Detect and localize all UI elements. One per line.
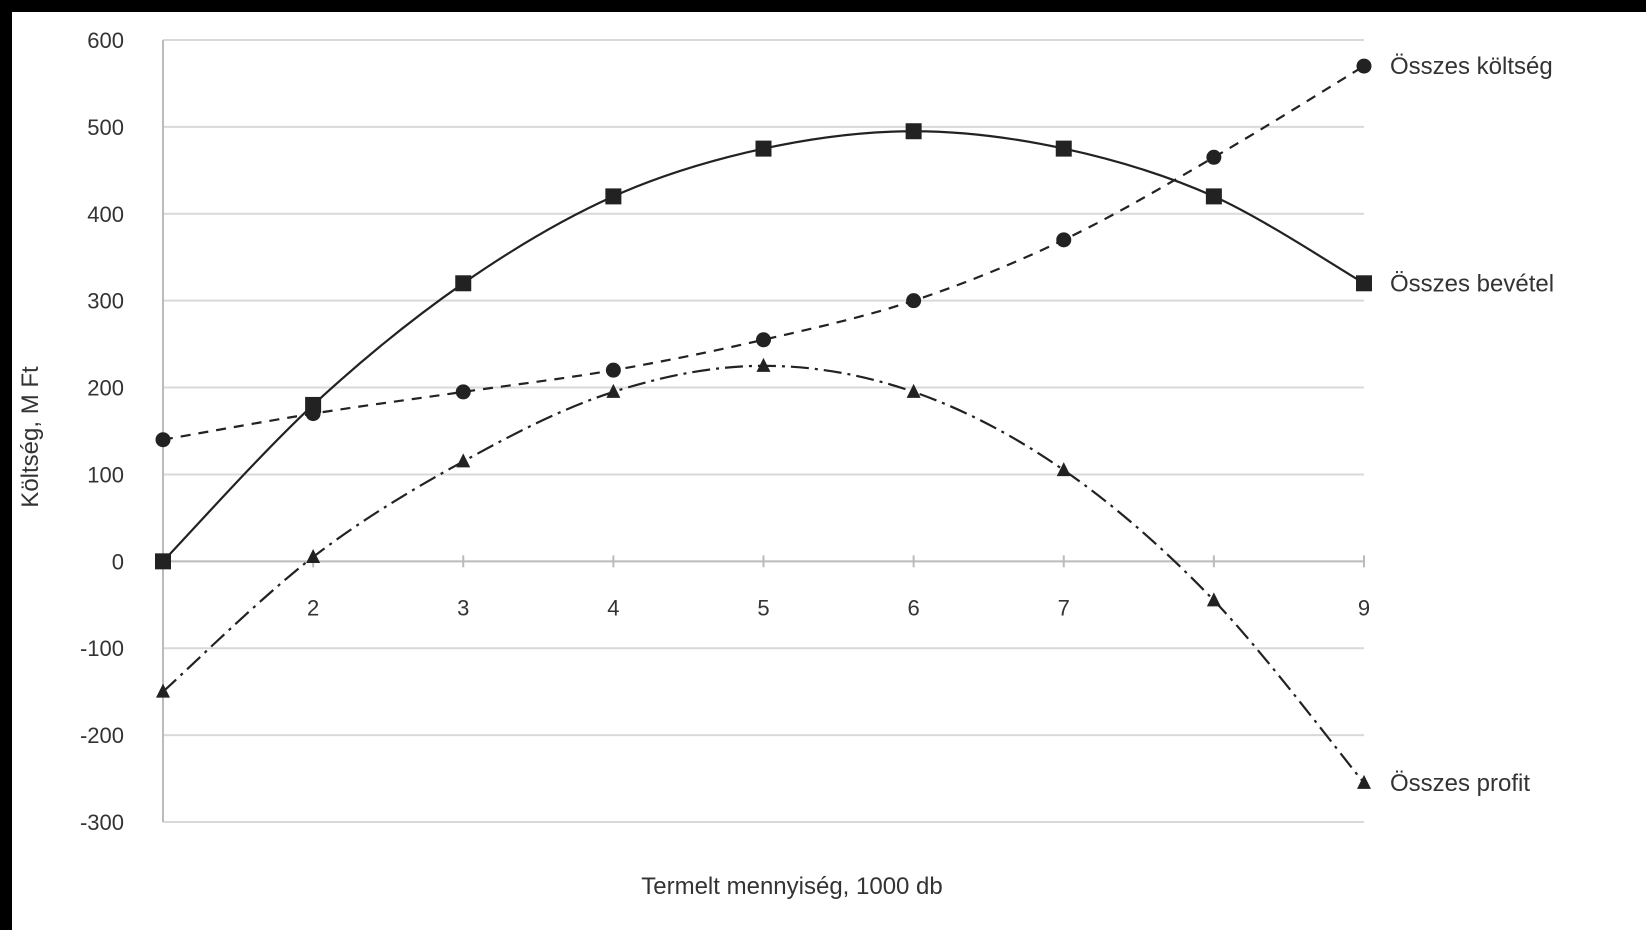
data-point-circle [1056, 232, 1072, 248]
y-tick-label: 0 [112, 549, 124, 574]
series-line [162, 364, 1365, 784]
data-point-circle [155, 432, 171, 448]
line-chart: 600 500 400 300 200 100 0 -100 -200 -300 2 3 4 5 6 7 9 Ö… [17, 28, 1554, 900]
data-point-circle [1206, 149, 1222, 165]
y-tick-label: -200 [80, 723, 124, 748]
data-point-square [1205, 188, 1222, 205]
y-axis-title: Költség, M Ft [17, 366, 44, 508]
x-axis-title: Termelt mennyiség, 1000 db [641, 873, 943, 900]
data-point-circle [455, 384, 471, 400]
data-point-square [755, 140, 772, 157]
series-label: Összes profit [1390, 770, 1530, 797]
data-point-square [905, 123, 922, 140]
x-tick-label: 9 [1358, 595, 1370, 620]
y-tick-label: -100 [80, 636, 124, 661]
x-tick-label: 3 [457, 595, 469, 620]
gridlines [163, 39, 1364, 823]
data-point-triangle [1056, 462, 1071, 477]
axes [162, 40, 1365, 822]
data-point-triangle [456, 453, 471, 468]
x-tick-label: 6 [908, 595, 920, 620]
series-2: Összes bevétel [155, 123, 1554, 570]
chart-frame: 600 500 400 300 200 100 0 -100 -200 -300 2 3 4 5 6 7 9 Ö… [12, 12, 1646, 930]
data-point-circle [906, 293, 922, 309]
data-point-circle [1356, 58, 1372, 74]
y-tick-label: 300 [87, 289, 124, 314]
series-3: Összes profit [156, 357, 1530, 797]
x-tick-label: 2 [307, 595, 319, 620]
data-point-triangle [306, 548, 321, 563]
data-point-square [455, 275, 472, 292]
data-point-square [305, 396, 322, 413]
y-tick-label: -300 [80, 810, 124, 835]
x-tick-label: 5 [757, 595, 769, 620]
x-tick-label: 4 [607, 595, 619, 620]
data-point-triangle [1206, 592, 1221, 607]
data-point-square [1055, 140, 1072, 157]
data-point-square [155, 553, 171, 570]
series-label: Összes bevétel [1390, 270, 1554, 297]
data-point-circle [605, 362, 621, 378]
data-point-square [1356, 275, 1372, 292]
x-tick-label: 7 [1058, 595, 1070, 620]
tick-labels: 600 500 400 300 200 100 0 -100 -200 -300 2 3 4 5 6 7 9 [80, 28, 1370, 835]
series-1: Összes költség [155, 53, 1553, 448]
y-tick-label: 400 [87, 202, 124, 227]
series-group: Összes költség Összes bevétel Összes profi… [155, 53, 1554, 797]
data-point-triangle [156, 683, 170, 698]
data-point-triangle [1357, 774, 1371, 789]
y-tick-label: 200 [87, 376, 124, 401]
series-label: Összes költség [1390, 53, 1553, 80]
y-tick-label: 600 [87, 28, 124, 53]
data-point-triangle [606, 383, 621, 398]
data-point-triangle [756, 357, 771, 372]
y-tick-label: 100 [87, 462, 124, 487]
data-point-triangle [906, 383, 921, 398]
y-tick-label: 500 [87, 115, 124, 140]
data-point-circle [756, 332, 771, 348]
series-line [162, 65, 1365, 441]
data-point-square [605, 188, 622, 205]
